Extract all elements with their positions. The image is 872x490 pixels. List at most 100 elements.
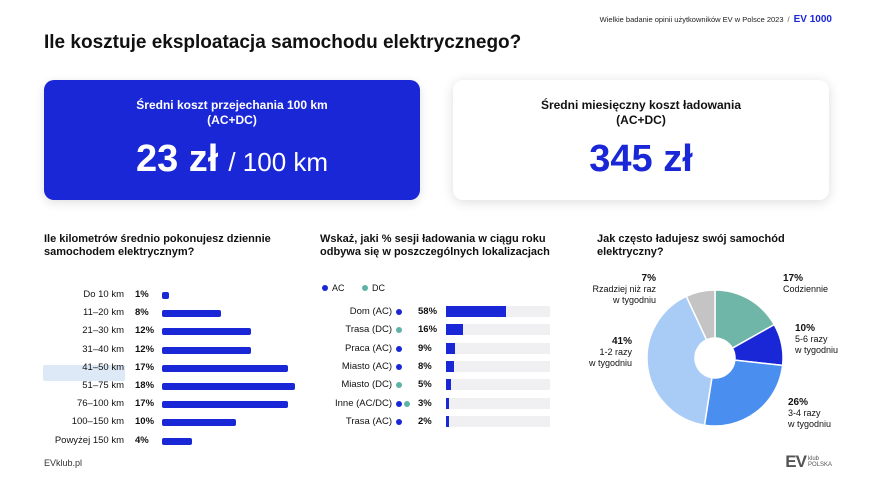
donut-slice	[646, 295, 713, 427]
footer-site-link[interactable]: EVklub.pl	[44, 458, 83, 468]
legend-label: AC	[332, 283, 345, 293]
bar-category-label: Trasa (AC)	[345, 415, 392, 427]
kpi-label: Średni miesięczny koszt ładowania (AC+DC…	[540, 98, 742, 127]
bar	[446, 360, 455, 372]
donut-text: 1-2 razy	[599, 347, 632, 357]
bar	[162, 419, 236, 427]
dc-dot-icon	[396, 382, 402, 389]
evklub-logo: EV klub POLSKA	[785, 452, 832, 472]
donut-slice	[685, 289, 716, 341]
bar-category-label: Inne (AC/DC)	[334, 397, 392, 409]
bar-value-label: 17%	[135, 361, 155, 373]
logo-main: EV	[785, 452, 807, 471]
bar	[446, 342, 456, 354]
bar-value-label: 16%	[418, 324, 438, 336]
bar-value-label: 9%	[418, 342, 432, 354]
bar-category-label: 31–40 km	[82, 343, 124, 355]
kpi-value-row: 23 zł / 100 km	[136, 138, 328, 181]
bar	[446, 379, 452, 391]
logo-sub1: klub	[807, 456, 819, 462]
bar-value-label: 12%	[135, 343, 155, 355]
kpi-label: Średni koszt przejechania 100 km (AC+DC)	[136, 98, 328, 127]
kpi-card-cost-100km: Średni koszt przejechania 100 km (AC+DC)…	[44, 80, 420, 200]
donut-text: Codziennie	[783, 284, 829, 294]
donut-text: w tygodniu	[788, 419, 832, 429]
logo-sub2: POLSKA	[807, 462, 832, 468]
donut-pct: 41%	[611, 336, 632, 347]
page-title: Ile kosztuje eksploatacja samochodu elek…	[44, 32, 522, 53]
bar-track	[446, 342, 550, 354]
bar-value-label: 10%	[135, 416, 155, 428]
bar-value-label: 18%	[135, 380, 155, 391]
bar-value-label: 3%	[418, 397, 432, 409]
donut-label-3-4: 26% 3-4 razy w tygodniu	[788, 397, 831, 430]
donut-text: w tygodniu	[588, 358, 632, 368]
bar-value-label: 8%	[135, 307, 149, 319]
legend-dc: DC	[362, 283, 385, 293]
dc-dot-icon	[396, 327, 402, 334]
survey-name: Wielkie badanie opinii użytkowników EV w…	[599, 15, 784, 24]
bar-category-label: 21–30 km	[82, 325, 124, 337]
bar-value-label: 4%	[135, 434, 149, 446]
kpi-unit: / 100 km	[228, 147, 329, 177]
bar	[446, 415, 449, 427]
donut-pct: 17%	[783, 273, 804, 284]
bar-category-label: Trasa (DC)	[345, 324, 392, 336]
bar-value-label: 8%	[418, 360, 432, 372]
bar	[446, 397, 450, 409]
bar-value-label: 17%	[135, 398, 155, 410]
donut-text: 3-4 razy	[788, 408, 821, 418]
bar-category-label: Miasto (DC)	[341, 379, 392, 391]
bar	[446, 324, 463, 336]
donut-pct: 10%	[795, 323, 816, 334]
bar-category-label: 41–50 km	[82, 361, 124, 373]
frequency-chart-title: Jak często ładujesz swój samochód elektr…	[597, 233, 785, 258]
km-chart-title: Ile kilometrów średnio pokonujesz dzienn…	[44, 233, 271, 258]
donut-label-1-2: 41% 1-2 razy w tygodniu	[568, 336, 632, 369]
donut-pct: 26%	[788, 397, 809, 408]
bar-track	[446, 360, 550, 372]
donut-label-5-6: 10% 5-6 razy w tygodniu	[795, 323, 838, 356]
frequency-donut-chart	[646, 289, 784, 427]
ac-dot-icon	[396, 345, 402, 352]
legend-ac: AC	[322, 283, 345, 293]
bar-value-label: 58%	[418, 306, 438, 317]
bar-track	[446, 397, 550, 409]
donut-slice	[714, 289, 776, 350]
bar-value-label: 5%	[418, 379, 432, 391]
bar-value-label: 1%	[135, 289, 149, 300]
bar-category-label: Praca (AC)	[345, 342, 392, 354]
bar-track	[446, 379, 550, 391]
bar	[446, 306, 506, 317]
bar-category-label: Dom (AC)	[349, 306, 392, 317]
logo-sub: klub POLSKA	[808, 456, 832, 468]
bar-category-label: 76–100 km	[76, 398, 124, 410]
bar-category-label: Do 10 km	[83, 289, 124, 300]
kpi-card-monthly-cost: Średni miesięczny koszt ładowania (AC+DC…	[453, 80, 829, 200]
bar	[162, 401, 288, 409]
bar	[162, 310, 222, 318]
header-separator: /	[787, 15, 790, 24]
location-chart-title: Wskaż, jaki % sesji ładowania w ciągu ro…	[320, 233, 550, 258]
bar	[162, 383, 295, 390]
donut-text: Rzadziej niż raz	[592, 284, 656, 294]
bar	[162, 292, 170, 299]
bar	[162, 328, 251, 336]
bar-value-label: 2%	[418, 415, 432, 427]
donut-label-rzadziej: 7% Rzadziej niż raz w tygodniu	[572, 273, 656, 306]
ac-dot-icon	[396, 363, 402, 370]
donut-text: 5-6 razy	[795, 334, 828, 344]
bar-category-label: Powyżej 150 km	[54, 434, 124, 446]
bar-track	[446, 415, 550, 427]
bar	[162, 346, 251, 354]
bar	[162, 364, 288, 372]
donut-pct: 7%	[641, 273, 656, 284]
bar-category-label: 51–75 km	[82, 380, 124, 391]
brand-label: EV 1000	[793, 14, 832, 25]
donut-text: w tygodniu	[612, 295, 656, 305]
bar	[162, 437, 192, 445]
bar-track	[446, 324, 550, 336]
survey-header: Wielkie badanie opinii użytkowników EV w…	[600, 14, 832, 25]
bar-value-label: 12%	[135, 325, 155, 337]
ac-dot-icon	[396, 400, 402, 407]
